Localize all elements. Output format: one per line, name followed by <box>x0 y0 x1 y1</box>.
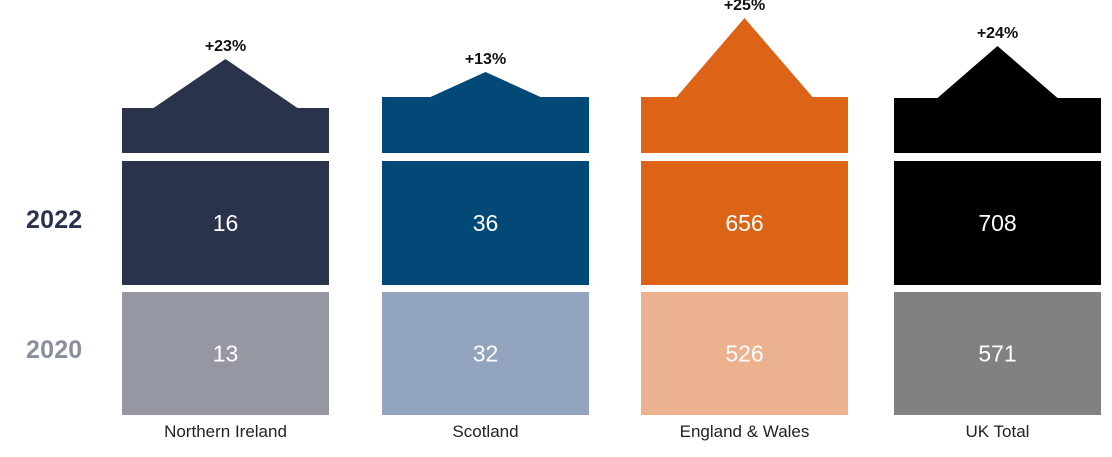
value-label-2022: 36 <box>473 210 499 236</box>
year-label-2020: 2020 <box>26 336 83 364</box>
value-label-2022: 656 <box>725 210 763 236</box>
bar-2022 <box>122 161 329 285</box>
category-label: UK Total <box>966 422 1030 441</box>
change-label: +13% <box>465 51 506 68</box>
roof-3 <box>894 46 1101 153</box>
change-label: +24% <box>977 25 1018 42</box>
bar-2020 <box>894 292 1101 415</box>
category-label: Northern Ireland <box>164 422 287 441</box>
bar-2022 <box>641 161 848 285</box>
value-label-2020: 32 <box>473 341 499 367</box>
bar-2020 <box>122 292 329 415</box>
roof-0 <box>122 59 329 153</box>
roof-1 <box>382 72 589 153</box>
bar-2022 <box>382 161 589 285</box>
year-label-2022: 2022 <box>26 206 83 234</box>
value-label-2022: 708 <box>978 210 1016 236</box>
change-label: +23% <box>205 38 246 55</box>
value-label-2020: 526 <box>725 341 763 367</box>
value-label-2022: 16 <box>213 210 239 236</box>
category-label: England & Wales <box>680 422 810 441</box>
bar-2020 <box>641 292 848 415</box>
bar-2020 <box>382 292 589 415</box>
change-label: +25% <box>724 0 765 14</box>
category-label: Scotland <box>452 422 518 441</box>
value-label-2020: 571 <box>978 341 1016 367</box>
value-label-2020: 13 <box>213 341 239 367</box>
bar-2022 <box>894 161 1101 285</box>
roof-2 <box>641 18 848 153</box>
